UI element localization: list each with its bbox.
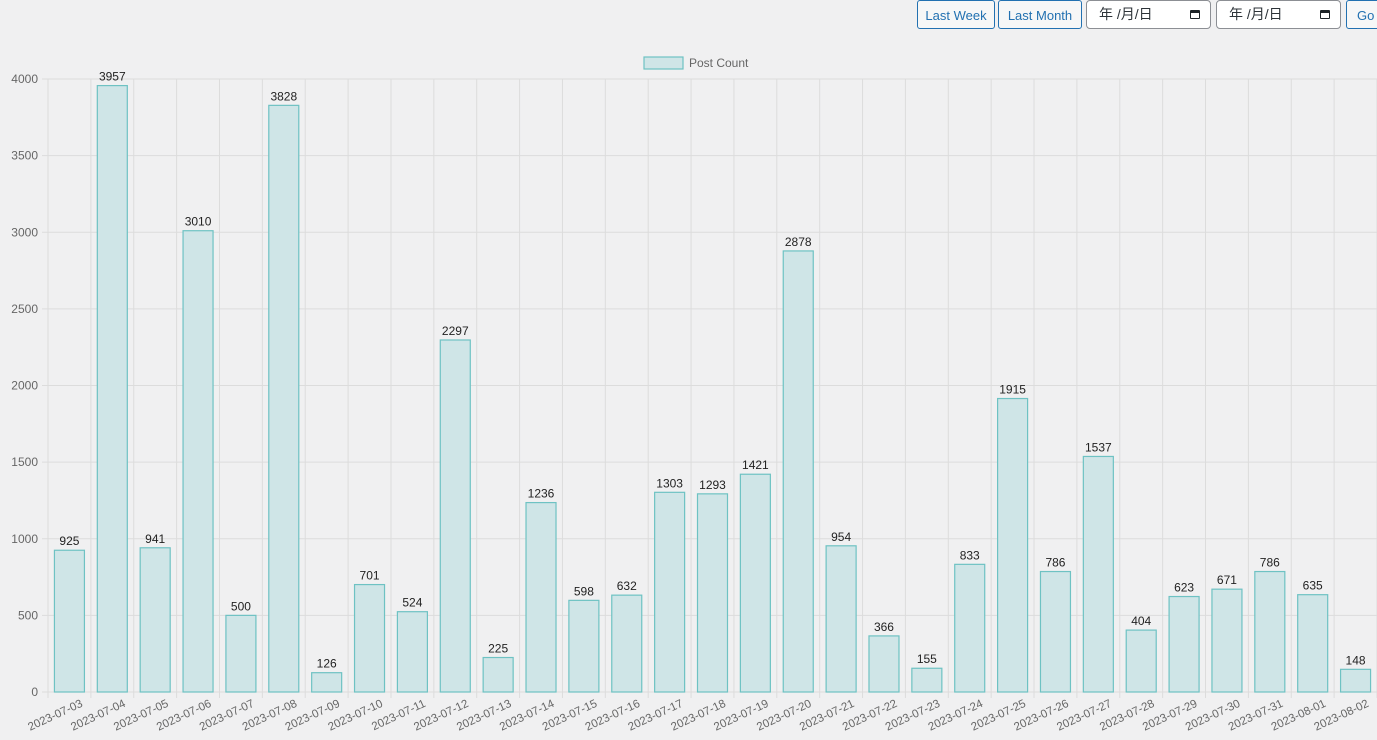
bar-value-label: 1537 <box>1085 440 1112 454</box>
bar[interactable] <box>1297 594 1329 693</box>
bar[interactable] <box>311 672 343 693</box>
bar-value-label: 623 <box>1174 581 1194 595</box>
calendar-icon[interactable] <box>1190 10 1200 19</box>
bar[interactable] <box>1125 629 1157 693</box>
y-tick-label: 2500 <box>11 302 38 316</box>
bar[interactable] <box>1339 668 1372 693</box>
bar-value-label: 3828 <box>270 89 297 103</box>
bar[interactable] <box>182 230 214 693</box>
bar[interactable] <box>439 339 471 693</box>
bar-value-label: 1293 <box>699 478 726 492</box>
bar[interactable] <box>825 545 857 693</box>
bar-value-label: 155 <box>917 652 937 666</box>
toolbar: Last Week Last Month 年 /月/日 年 /月/日 Go <box>0 0 1377 32</box>
bar-value-label: 1303 <box>656 476 683 490</box>
bar[interactable] <box>911 667 943 693</box>
post-count-chart: 050010001500200025003000350040009252023-… <box>11 56 1377 734</box>
bar-value-label: 524 <box>402 596 422 610</box>
y-tick-label: 1500 <box>11 455 38 469</box>
bar[interactable] <box>482 656 514 693</box>
y-tick-label: 4000 <box>11 72 38 86</box>
bar-value-label: 2297 <box>442 324 469 338</box>
bar-value-label: 1236 <box>528 487 555 501</box>
bar-value-label: 3010 <box>185 215 212 229</box>
bar[interactable] <box>525 501 557 693</box>
start-date-input[interactable]: 年 /月/日 <box>1086 0 1211 29</box>
y-tick-label: 3500 <box>11 149 38 163</box>
bar[interactable] <box>739 473 771 693</box>
y-tick-label: 500 <box>18 608 38 622</box>
bar[interactable] <box>1168 595 1200 693</box>
bar[interactable] <box>1254 570 1286 693</box>
bar[interactable] <box>611 594 643 693</box>
bar-value-label: 941 <box>145 532 165 546</box>
calendar-icon[interactable] <box>1320 10 1330 19</box>
bar-value-label: 671 <box>1217 573 1237 587</box>
bar[interactable] <box>868 635 900 693</box>
bar-value-label: 1915 <box>999 383 1026 397</box>
bar-value-label: 404 <box>1131 614 1151 628</box>
legend-swatch[interactable] <box>643 56 684 70</box>
bar[interactable] <box>696 493 729 693</box>
bar-value-label: 925 <box>59 534 79 548</box>
bar[interactable] <box>353 583 386 693</box>
y-tick-label: 2000 <box>11 379 38 393</box>
bar[interactable] <box>1082 455 1114 693</box>
bar-value-label: 635 <box>1303 579 1323 593</box>
end-date-input[interactable]: 年 /月/日 <box>1216 0 1341 29</box>
bar-value-label: 833 <box>960 548 980 562</box>
bar[interactable] <box>53 549 86 693</box>
bar-value-label: 786 <box>1045 556 1065 570</box>
bar-value-label: 598 <box>574 584 594 598</box>
last-week-button[interactable]: Last Week <box>917 0 995 29</box>
bar-value-label: 366 <box>874 620 894 634</box>
bar-value-label: 701 <box>360 569 380 583</box>
last-month-button[interactable]: Last Month <box>998 0 1082 29</box>
bar-value-label: 3957 <box>99 70 126 84</box>
legend-label[interactable]: Post Count <box>689 56 749 70</box>
bar[interactable] <box>1039 570 1072 693</box>
y-tick-label: 3000 <box>11 225 38 239</box>
bar[interactable] <box>782 250 814 693</box>
go-button[interactable]: Go <box>1346 0 1377 29</box>
bar-value-label: 126 <box>317 657 337 671</box>
start-date-placeholder: 年 /月/日 <box>1099 6 1153 22</box>
bar[interactable] <box>96 84 128 693</box>
bar[interactable] <box>568 599 600 693</box>
bar[interactable] <box>225 614 257 693</box>
bar-value-label: 2878 <box>785 235 812 249</box>
bar[interactable] <box>996 397 1029 693</box>
end-date-placeholder: 年 /月/日 <box>1229 6 1283 22</box>
bar-value-label: 1421 <box>742 458 769 472</box>
bar-value-label: 954 <box>831 530 851 544</box>
bar-value-label: 225 <box>488 642 508 656</box>
bar[interactable] <box>654 491 686 693</box>
bar[interactable] <box>1211 588 1243 693</box>
bar-value-label: 500 <box>231 599 251 613</box>
y-tick-label: 1000 <box>11 532 38 546</box>
bar-value-label: 632 <box>617 579 637 593</box>
bar-value-label: 148 <box>1346 653 1366 667</box>
bar[interactable] <box>954 563 986 693</box>
bar[interactable] <box>139 547 171 693</box>
y-tick-label: 0 <box>31 685 38 699</box>
bar-value-label: 786 <box>1260 556 1280 570</box>
bar[interactable] <box>396 611 429 693</box>
bar[interactable] <box>268 104 300 693</box>
